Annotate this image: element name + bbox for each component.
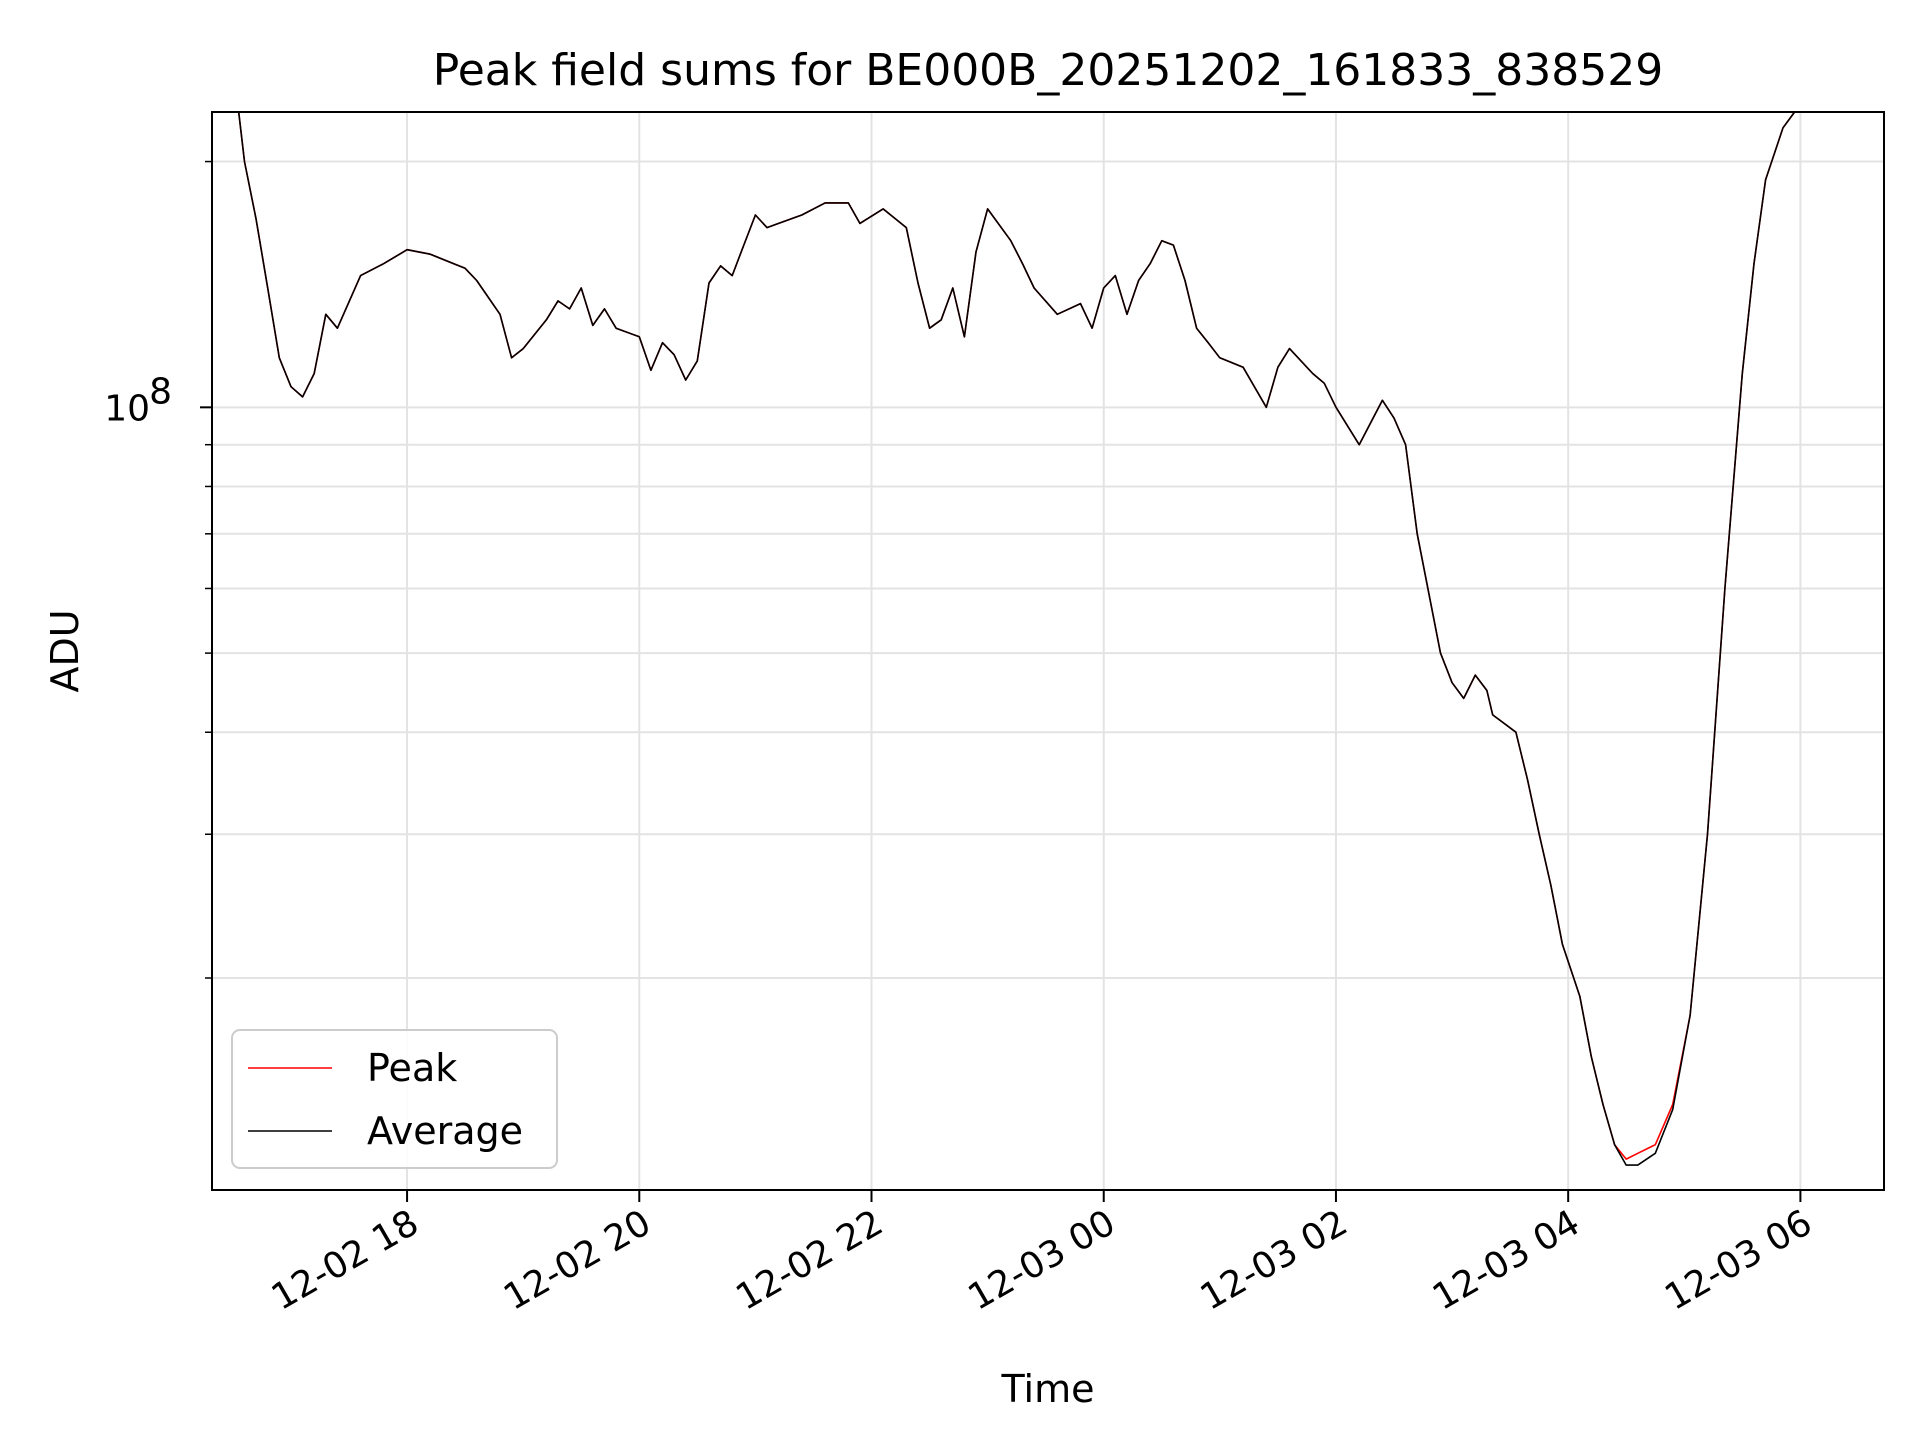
grid (212, 112, 1884, 1190)
chart-title: Peak field sums for BE000B_20251202_1618… (433, 45, 1664, 96)
x-axis-label: Time (1001, 1367, 1095, 1411)
y-tick-exponent: 8 (149, 371, 172, 412)
legend-label-peak: Peak (367, 1046, 457, 1090)
plot-area-frame (211, 111, 1885, 1191)
y-tick-label: 10 (104, 388, 150, 429)
series-lines (227, 111, 1882, 1166)
series-line-average (227, 111, 1882, 1166)
y-axis-label: ADU (43, 609, 87, 692)
legend: Peak Average (231, 1029, 558, 1169)
legend-label-average: Average (367, 1109, 523, 1153)
legend-frame (231, 1029, 558, 1169)
